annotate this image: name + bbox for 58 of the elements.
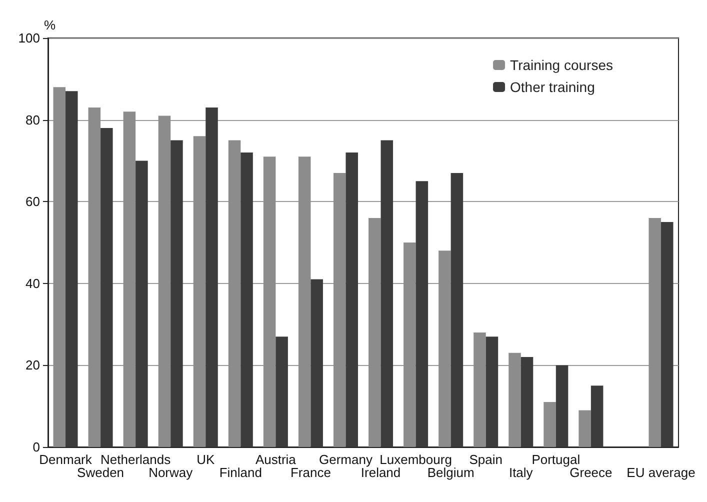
- bar: [660, 222, 674, 447]
- bar: [53, 87, 66, 447]
- x-tick-label: Denmark: [39, 452, 92, 467]
- bar: [556, 365, 568, 447]
- bar: [648, 218, 661, 447]
- bar: [346, 152, 358, 447]
- bar: [508, 352, 521, 447]
- bar: [486, 336, 498, 447]
- bar: [100, 128, 113, 447]
- bar: [276, 336, 288, 447]
- legend-label: Training courses: [510, 57, 614, 73]
- x-tick-label: Germany: [319, 452, 373, 467]
- x-tick-label: UK: [196, 452, 215, 467]
- x-tick-label: Netherlands: [100, 452, 172, 467]
- bar: [298, 156, 311, 447]
- x-tick-label: Sweden: [77, 465, 124, 480]
- x-tick-label: Austria: [255, 452, 297, 467]
- y-tick-label: 20: [26, 358, 40, 373]
- bar: [368, 218, 381, 447]
- bar: [520, 357, 534, 447]
- x-tick-label: Portugal: [532, 452, 580, 467]
- bar: [544, 402, 556, 447]
- x-tick-label: EU average: [626, 465, 696, 480]
- bar: [380, 140, 394, 447]
- bar: [450, 172, 464, 447]
- x-tick-label: France: [290, 465, 331, 480]
- y-tick-label: 80: [26, 112, 40, 128]
- y-tick-label: 40: [26, 276, 40, 291]
- bar: [404, 242, 416, 447]
- x-tick-label: Greece: [570, 465, 612, 480]
- bar: [310, 279, 323, 447]
- bar: [474, 332, 486, 447]
- bar: [88, 108, 101, 447]
- y-tick-label: 100: [18, 30, 40, 46]
- bar: [193, 136, 206, 447]
- bar: [263, 156, 276, 447]
- bar: [158, 116, 171, 447]
- y-axis-title: %: [44, 18, 56, 33]
- bar: [136, 160, 148, 447]
- bar: [228, 140, 241, 447]
- y-tick-label: 60: [26, 194, 40, 210]
- x-tick-label: Luxembourg: [380, 452, 452, 467]
- bar: [240, 152, 253, 447]
- x-tick-label: Norway: [148, 465, 194, 480]
- y-tick-label: 0: [32, 440, 40, 454]
- bar: [578, 410, 591, 447]
- bar: [416, 181, 428, 447]
- x-tick-label: Finland: [219, 465, 262, 480]
- bar: [438, 250, 451, 447]
- x-tick-label: Italy: [508, 465, 534, 480]
- bar: [66, 91, 78, 447]
- bar: [590, 386, 604, 447]
- bar: [206, 108, 218, 447]
- x-tick-label: Spain: [469, 452, 502, 467]
- bar: [170, 140, 183, 447]
- bar: [123, 112, 136, 447]
- legend-label: Other training: [510, 79, 595, 95]
- bar: [333, 172, 346, 447]
